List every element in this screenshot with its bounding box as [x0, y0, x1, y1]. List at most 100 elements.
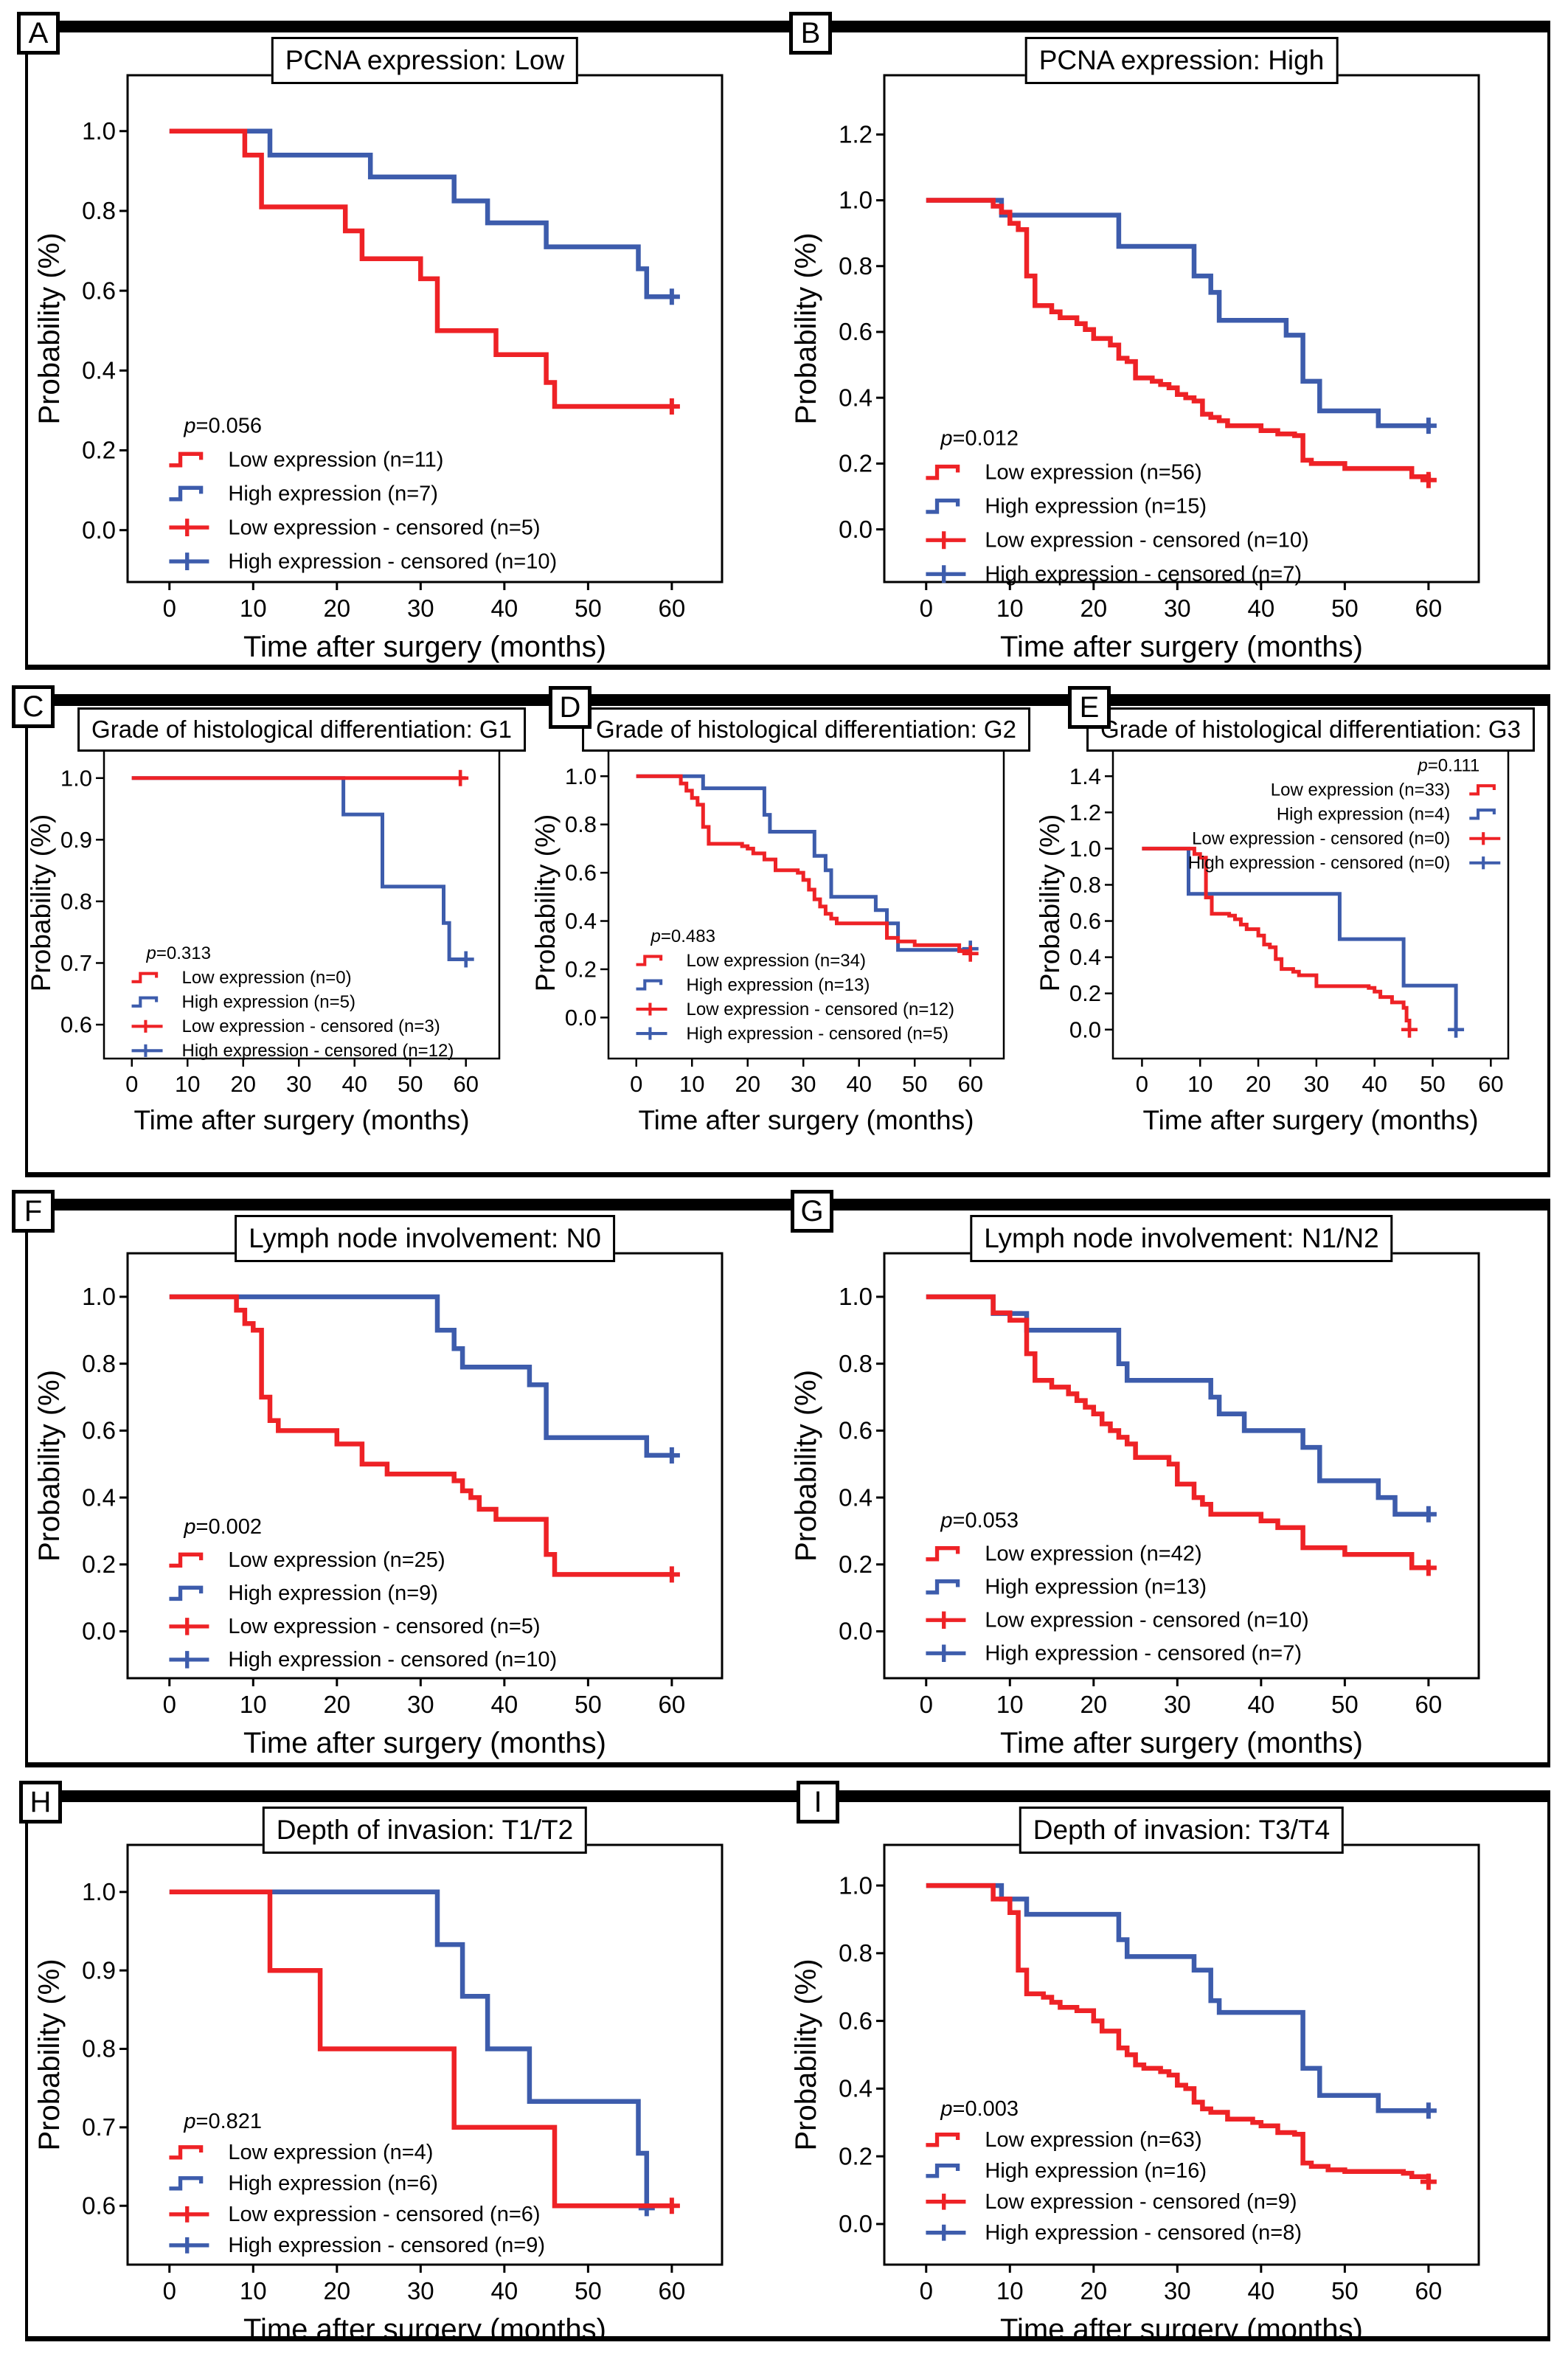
km-plot-D: 0 10 20 30 40 50 60 0.0 0.2 0.4 0.6 0.8 1.0 Time afte… — [533, 746, 1005, 1135]
x-tick-label: 10 — [175, 1071, 200, 1097]
legend: p=0.483 Low expression (n=34) High express… — [636, 927, 954, 1044]
censor-mark — [663, 288, 680, 305]
figure-row-4: Depth of invasion: T1/T2 0 10 20 30 40 50 60 0.6… — [25, 1790, 1550, 2341]
legend-item-label: High expression - censored (n=0) — [1188, 853, 1451, 873]
km-curve-low-expression — [926, 1883, 1432, 2182]
legend-item-label: High expression - censored (n=10) — [228, 550, 557, 573]
x-axis-title: Time after surgery (months) — [1000, 2313, 1363, 2336]
x-tick-label: 40 — [1247, 1691, 1274, 1718]
y-tick-label: 0.2 — [82, 1551, 116, 1578]
y-axis-title: Probability (%) — [790, 232, 822, 424]
y-tick-label: 0.2 — [839, 2142, 873, 2169]
legend-item-label: High expression (n=13) — [985, 1576, 1207, 1599]
legend-item-label: Low expression - censored (n=5) — [228, 516, 540, 539]
panel-title: Grade of histological differentiation: G… — [1086, 707, 1535, 752]
x-tick-label: 50 — [575, 1691, 602, 1718]
y-tick-label: 0.8 — [839, 1350, 873, 1377]
legend-item-label: Low expression (n=4) — [228, 2141, 433, 2164]
y-tick-label: 1.0 — [82, 117, 116, 145]
y-tick-label: 0.6 — [1069, 908, 1101, 934]
panel-letter-H: H — [19, 1781, 62, 1824]
x-tick-label: 30 — [1304, 1071, 1329, 1097]
km-curve-low-expression — [926, 198, 1432, 480]
y-tick-label: 0.4 — [839, 1483, 873, 1511]
y-tick-label: 0.6 — [82, 1417, 116, 1444]
legend-item-label: High expression - censored (n=8) — [985, 2221, 1302, 2245]
censor-mark — [1420, 1506, 1437, 1523]
plot-border — [126, 74, 724, 583]
x-axis-title: Time after surgery (months) — [1000, 631, 1363, 663]
panel-G: Lymph node involvement: N1/N2 0 10 20 30 40 50… — [785, 1211, 1541, 1762]
p-value-label: p=0.002 — [183, 1515, 262, 1539]
legend-item-label: Low expression - censored (n=5) — [228, 1615, 540, 1638]
y-tick-label: 0.4 — [82, 357, 116, 384]
panel-title: Depth of invasion: T3/T4 — [1019, 1807, 1345, 1854]
x-tick-label: 10 — [240, 595, 267, 622]
x-tick-label: 40 — [490, 2277, 518, 2304]
km-plot-I: 0 10 20 30 40 50 60 0.0 0.2 0.4 0.6 0.8 1.0 Time afte… — [790, 1843, 1480, 2336]
panel-letter-C: C — [12, 685, 55, 728]
censor-mark — [1448, 1021, 1465, 1038]
legend-item-label: Low expression - censored (n=3) — [182, 1017, 440, 1036]
legend: p=0.053 Low expression (n=42) High express… — [926, 1509, 1309, 1666]
y-tick-label: 1.2 — [839, 121, 873, 148]
y-tick-label: 0.6 — [60, 1012, 92, 1038]
legend-item-label: High expression - censored (n=7) — [985, 1642, 1302, 1666]
y-tick-label: 0.8 — [82, 2035, 116, 2063]
p-value-label: p=0.313 — [146, 943, 211, 963]
figure-row-2: Grade of histological differentiation: G… — [25, 694, 1550, 1177]
legend-item-label: Low expression (n=11) — [228, 448, 443, 471]
x-tick-label: 40 — [1247, 595, 1274, 622]
x-axis-title: Time after surgery (months) — [1142, 1105, 1478, 1135]
y-tick-label: 0.6 — [82, 2192, 116, 2219]
x-tick-label: 0 — [630, 1071, 642, 1097]
x-tick-label: 30 — [286, 1071, 311, 1097]
km-plot-F: 0 10 20 30 40 50 60 0.0 0.2 0.4 0.6 0.8 1.0 Time afte… — [33, 1252, 724, 1759]
km-curve-high-expression — [169, 128, 672, 299]
x-tick-label: 30 — [407, 595, 434, 622]
p-value-label: p=0.003 — [940, 2097, 1019, 2121]
y-tick-label: 1.0 — [839, 1283, 873, 1310]
km-plot-B: 0 10 20 30 40 50 60 0.0 0.2 0.4 0.6 0.8 1.0 1.2 Time a… — [790, 74, 1480, 663]
y-tick-label: 1.0 — [839, 1871, 873, 1899]
y-tick-label: 0.8 — [82, 197, 116, 224]
x-tick-label: 60 — [659, 1691, 686, 1718]
y-tick-label: 1.4 — [1069, 763, 1101, 789]
panel-F: Lymph node involvement: N0 0 10 20 30 40 50 60 0… — [28, 1211, 785, 1762]
km-curve-low-expression — [169, 1294, 672, 1577]
legend: p=0.313 Low expression (n=0) High expressi… — [131, 943, 454, 1061]
legend: p=0.111 Low expression (n=33) High express… — [1188, 755, 1501, 873]
y-axis-title: Probability (%) — [33, 1370, 66, 1562]
plot-border — [126, 1843, 724, 2266]
y-tick-label: 1.0 — [565, 763, 597, 789]
km-curve-high-expression — [169, 1889, 650, 2209]
legend-item-label: High expression - censored (n=5) — [687, 1024, 949, 1044]
y-tick-label: 1.0 — [82, 1283, 116, 1310]
panel-title: Depth of invasion: T1/T2 — [262, 1807, 588, 1854]
km-plot-E: 0 10 20 30 40 50 60 0.0 0.2 0.4 0.6 0.8 1.0 1.2 1.4 Tim… — [1037, 746, 1510, 1135]
x-tick-label: 50 — [575, 2277, 602, 2304]
x-tick-label: 20 — [323, 1691, 350, 1718]
legend: p=0.003 Low expression (n=63) High express… — [926, 2097, 1302, 2245]
y-tick-label: 0.8 — [839, 1939, 873, 1967]
censor-mark — [452, 769, 469, 786]
x-tick-label: 10 — [679, 1071, 704, 1097]
panel-letter-F: F — [12, 1190, 55, 1233]
y-tick-label: 0.6 — [839, 2007, 873, 2034]
x-tick-label: 60 — [1415, 1691, 1443, 1718]
p-value-label: p=0.053 — [940, 1509, 1019, 1533]
y-tick-label: 0.9 — [60, 827, 92, 853]
censor-mark — [663, 1566, 680, 1583]
x-tick-label: 50 — [575, 595, 602, 622]
legend-item-label: High expression (n=6) — [228, 2172, 438, 2195]
km-curve-low-expression — [169, 1889, 672, 2209]
panel-B: PCNA expression: High 0 10 20 30 40 50 60 0.0 0.2… — [785, 32, 1541, 665]
y-tick-label: 0.0 — [82, 1618, 116, 1645]
y-tick-label: 0.2 — [1069, 980, 1101, 1006]
km-curve-low-expression — [926, 1294, 1429, 1570]
x-tick-label: 20 — [735, 1071, 760, 1097]
x-tick-label: 60 — [1415, 2277, 1443, 2304]
figure-row-1: PCNA expression: Low 0 10 20 30 40 50 60 0.0 0.2 0… — [25, 21, 1550, 670]
censor-mark — [457, 951, 474, 968]
